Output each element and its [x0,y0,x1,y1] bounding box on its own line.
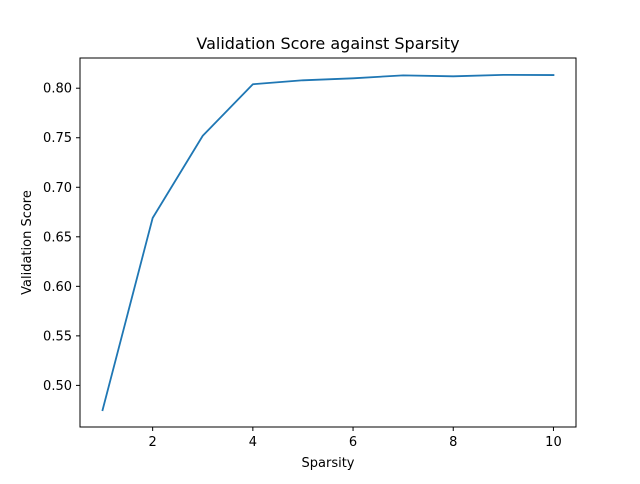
axes-frame [79,57,577,428]
y-tick-label: 0.50 [43,379,72,394]
x-tick-label: 10 [545,435,562,450]
x-tick-label: 6 [349,435,357,450]
y-tick-label: 0.80 [43,82,72,97]
chart-title: Validation Score against Sparsity [196,34,459,53]
y-tick-label: 0.70 [43,181,72,196]
y-tick-label: 0.55 [43,329,72,344]
x-axis-ticks: 2 4 6 8 10 [149,427,562,450]
x-tick-label: 2 [149,435,157,450]
x-axis-label: Sparsity [302,456,355,471]
x-tick-label: 4 [249,435,257,450]
y-tick-label: 0.75 [43,131,72,146]
series-layer [101,73,555,412]
y-tick-label: 0.65 [43,230,72,245]
y-axis-ticks: 0.50 0.55 0.60 0.65 0.70 0.75 0.80 [43,82,80,394]
series-line [101,73,555,412]
x-tick-label: 8 [449,435,457,450]
y-axis-label: Validation Score [20,190,35,295]
y-tick-label: 0.60 [43,280,72,295]
